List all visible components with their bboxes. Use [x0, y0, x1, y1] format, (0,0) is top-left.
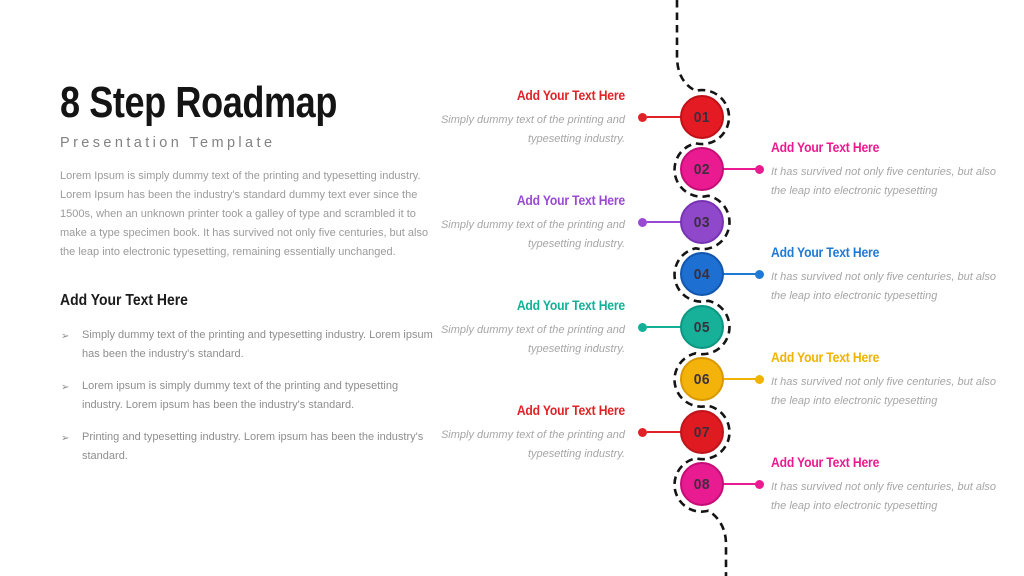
roadmap-step-03: Add Your Text Here Simply dummy text of … — [0, 193, 1024, 269]
connector-line — [723, 168, 757, 170]
connector-dot — [755, 164, 764, 174]
step-description: It has survived not only five centuries,… — [771, 166, 997, 197]
bullet-text: Simply dummy text of the printing and ty… — [82, 329, 433, 360]
connector-line — [723, 273, 757, 275]
step-label: Add Your Text Here — [771, 350, 880, 365]
step-description: It has survived not only five centuries,… — [771, 271, 997, 302]
bullet-list: ➢ Simply dummy text of the printing and … — [60, 326, 440, 479]
step-text-block: Add Your Text Here It has survived not o… — [771, 350, 1016, 410]
bullet-item: ➢ Printing and typesetting industry. Lor… — [60, 428, 440, 466]
step-number: 04 — [693, 265, 711, 283]
page-title: 8 Step Roadmap — [60, 78, 337, 127]
connector-dot — [638, 322, 647, 332]
step-number: 02 — [693, 160, 711, 178]
step-number: 06 — [693, 370, 711, 388]
step-label: Add Your Text Here — [771, 140, 880, 155]
step-description: It has survived not only five centuries,… — [771, 376, 997, 407]
step-text-block: Add Your Text Here It has survived not o… — [771, 245, 1016, 305]
connector-line — [723, 378, 757, 380]
step-description: Simply dummy text of the printing and ty… — [440, 219, 625, 250]
step-circle: 02 — [680, 147, 724, 191]
step-circle: 03 — [680, 200, 724, 244]
connector-line — [647, 116, 681, 118]
step-text-block: Add Your Text Here Simply dummy text of … — [380, 403, 625, 463]
step-circle: 06 — [680, 357, 724, 401]
roadmap-step-02: Add Your Text Here It has survived not o… — [0, 140, 1024, 216]
roadmap-step-06: Add Your Text Here It has survived not o… — [0, 350, 1024, 426]
step-number: 01 — [693, 108, 711, 126]
bullet-item: ➢ Simply dummy text of the printing and … — [60, 326, 440, 364]
connector-dot — [638, 427, 647, 437]
roadmap-step-07: Add Your Text Here Simply dummy text of … — [0, 403, 1024, 479]
connector-line — [647, 431, 681, 433]
intro-paragraph: Lorem Ipsum is simply dummy text of the … — [60, 170, 429, 258]
step-text-block: Add Your Text Here It has survived not o… — [771, 140, 1016, 200]
step-description: Simply dummy text of the printing and ty… — [440, 324, 625, 355]
step-circle: 07 — [680, 410, 724, 454]
step-number: 03 — [693, 213, 711, 231]
connector-line — [647, 221, 681, 223]
step-description: Simply dummy text of the printing and ty… — [440, 429, 625, 460]
connector-dot — [755, 479, 764, 489]
step-label: Add Your Text Here — [516, 193, 625, 208]
step-label: Add Your Text Here — [771, 455, 880, 470]
roadmap-step-05: Add Your Text Here Simply dummy text of … — [0, 298, 1024, 374]
step-circle: 05 — [680, 305, 724, 349]
step-label: Add Your Text Here — [771, 245, 880, 260]
section-heading: Add Your Text Here — [60, 292, 188, 309]
step-description: Simply dummy text of the printing and ty… — [440, 114, 625, 145]
bullet-text: Printing and typesetting industry. Lorem… — [82, 431, 424, 462]
step-text-block: Add Your Text Here Simply dummy text of … — [380, 88, 625, 148]
roadmap-step-01: Add Your Text Here Simply dummy text of … — [0, 88, 1024, 164]
step-circle: 01 — [680, 95, 724, 139]
connector-dot — [755, 374, 764, 384]
connector-line — [647, 326, 681, 328]
bullet-item: ➢ Lorem ipsum is simply dummy text of th… — [60, 377, 440, 415]
step-number: 07 — [693, 423, 711, 441]
step-text-block: Add Your Text Here Simply dummy text of … — [380, 298, 625, 358]
arrow-bullet-icon: ➢ — [61, 382, 70, 393]
step-label: Add Your Text Here — [516, 403, 625, 418]
arrow-bullet-icon: ➢ — [61, 433, 70, 444]
step-number: 08 — [693, 475, 711, 493]
connector-dot — [755, 269, 764, 279]
step-circle: 04 — [680, 252, 724, 296]
arrow-bullet-icon: ➢ — [61, 331, 70, 342]
step-number: 05 — [693, 318, 711, 336]
connector-dot — [638, 217, 647, 227]
connector-dot — [638, 112, 647, 122]
connector-line — [723, 483, 757, 485]
step-label: Add Your Text Here — [516, 298, 625, 313]
step-label: Add Your Text Here — [516, 88, 625, 103]
step-text-block: Add Your Text Here Simply dummy text of … — [380, 193, 625, 253]
bullet-text: Lorem ipsum is simply dummy text of the … — [82, 380, 399, 411]
step-text-block: Add Your Text Here It has survived not o… — [771, 455, 1016, 515]
step-description: It has survived not only five centuries,… — [771, 481, 997, 512]
page-subtitle: Presentation Template — [60, 135, 276, 151]
roadmap-step-08: Add Your Text Here It has survived not o… — [0, 455, 1024, 531]
roadmap-step-04: Add Your Text Here It has survived not o… — [0, 245, 1024, 321]
step-circle: 08 — [680, 462, 724, 506]
